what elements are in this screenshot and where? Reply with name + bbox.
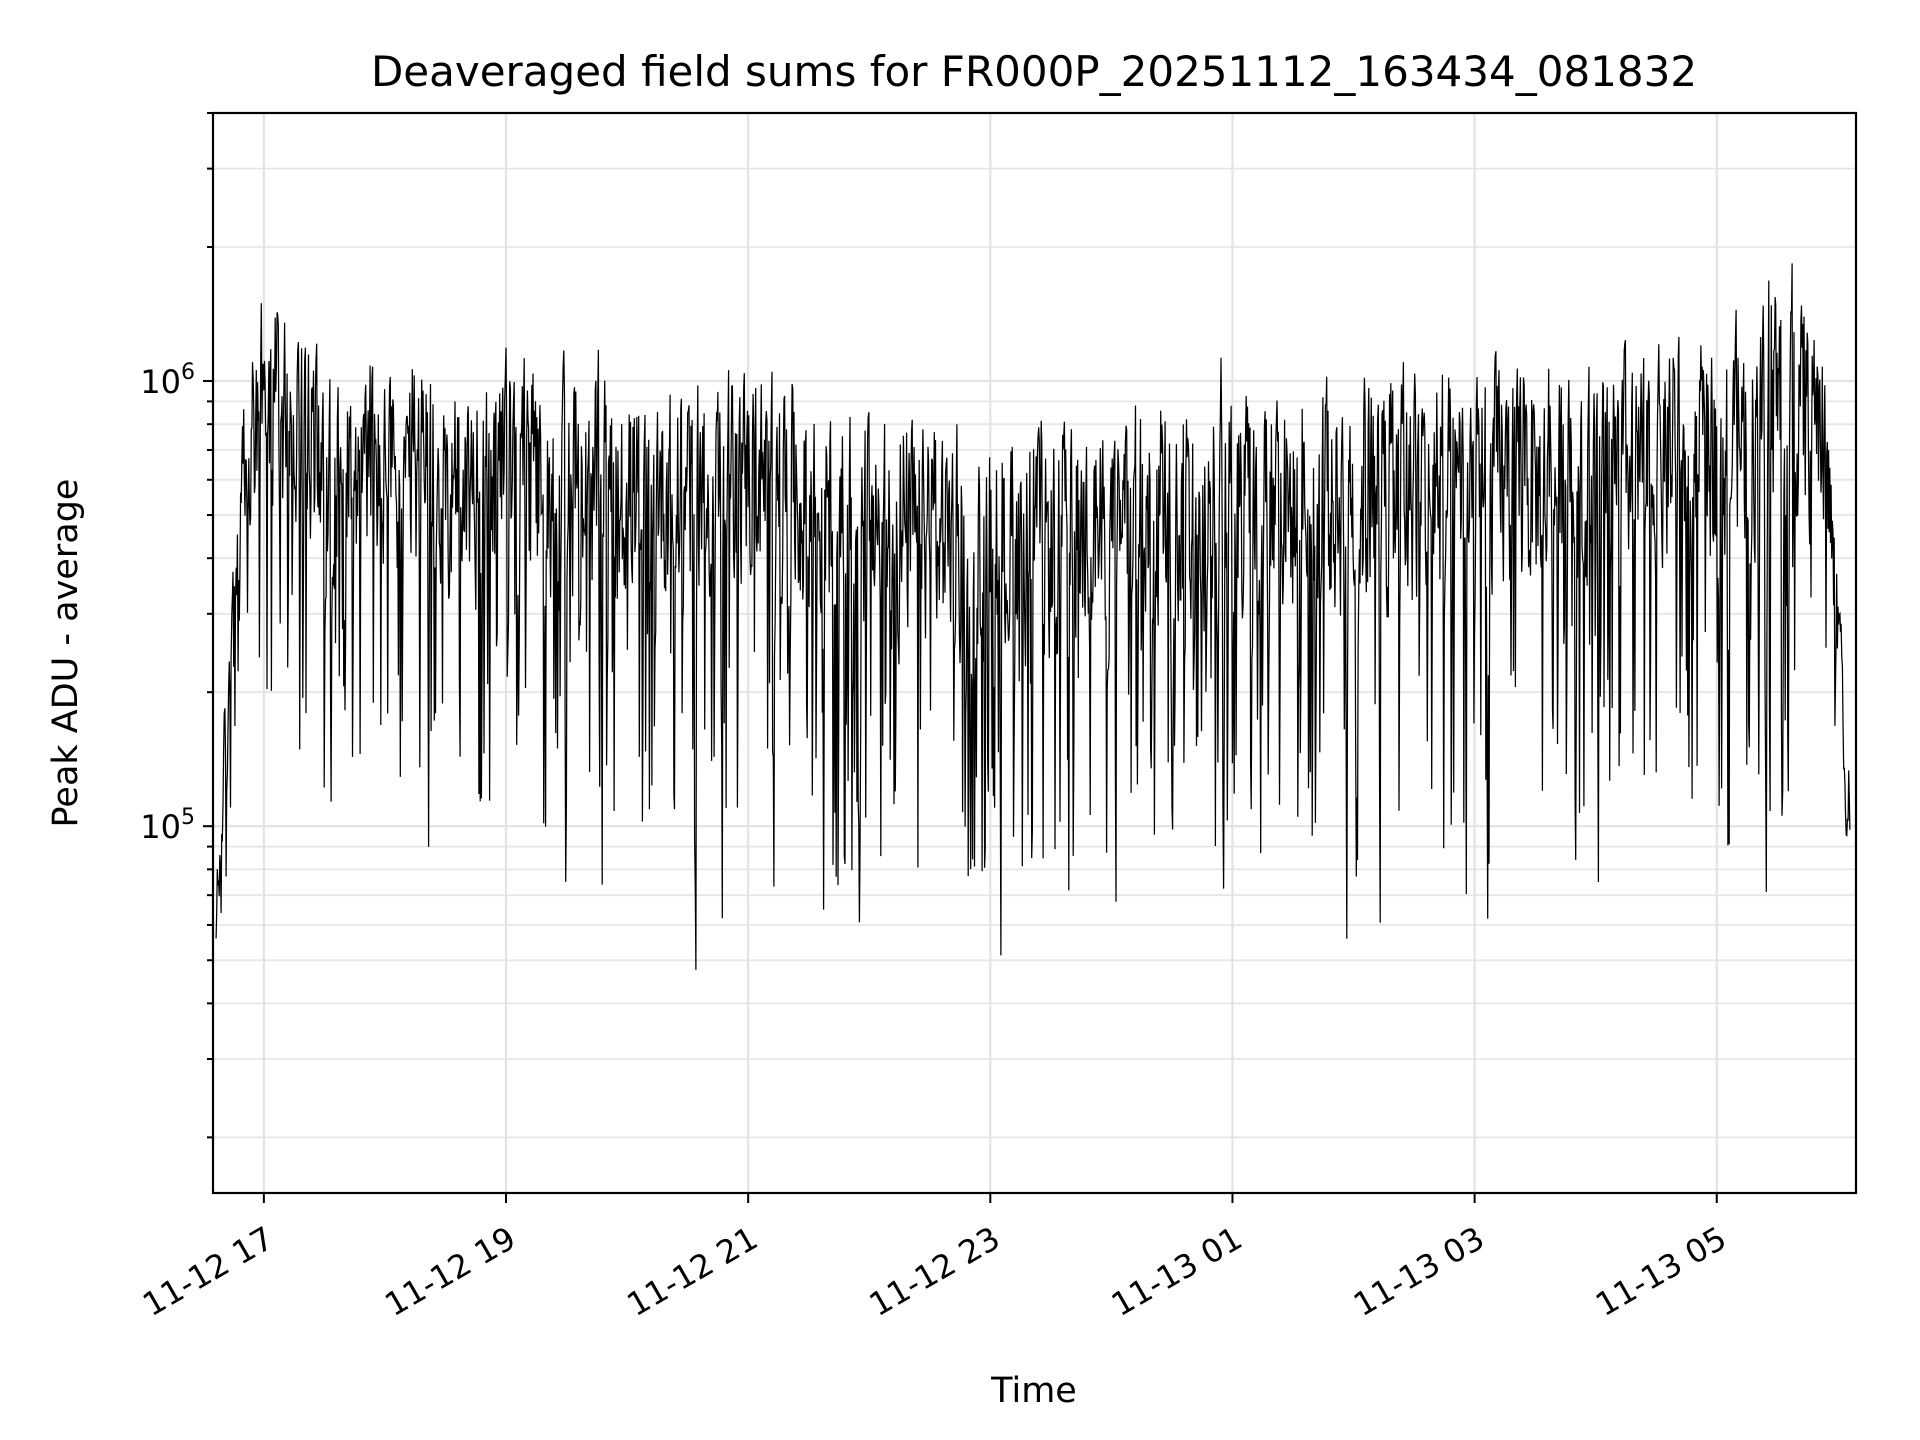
y-tick-base: 10	[140, 363, 181, 401]
y-axis-label: Peak ADU - average	[46, 479, 86, 828]
y-tick-label: 105	[140, 805, 195, 846]
plot-frame	[211, 111, 1858, 1195]
y-tick-base: 10	[140, 808, 181, 846]
x-tick-label: 11-12 19	[378, 1219, 522, 1324]
x-axis: 11-12 17 11-12 19 11-12 21 11-12 23 11-13 01…	[136, 1193, 1733, 1324]
x-tick-label: 11-12 23	[863, 1219, 1007, 1324]
y-tick-label: 106	[140, 360, 195, 401]
x-tick-label: 11-13 03	[1347, 1219, 1491, 1324]
x-tick-label: 11-13 05	[1589, 1219, 1733, 1324]
y-tick-exponent: 5	[181, 805, 195, 830]
x-tick-label: 11-12 21	[621, 1219, 765, 1324]
chart-title: Deaveraged field sums for FR000P_2025111…	[371, 47, 1697, 96]
series-layer	[215, 263, 1851, 970]
series-line	[215, 263, 1851, 970]
x-tick-label: 11-12 17	[136, 1219, 280, 1324]
x-tick-label: 11-13 01	[1105, 1219, 1249, 1324]
y-tick-exponent: 6	[181, 360, 195, 385]
x-axis-label: Time	[990, 1371, 1077, 1411]
